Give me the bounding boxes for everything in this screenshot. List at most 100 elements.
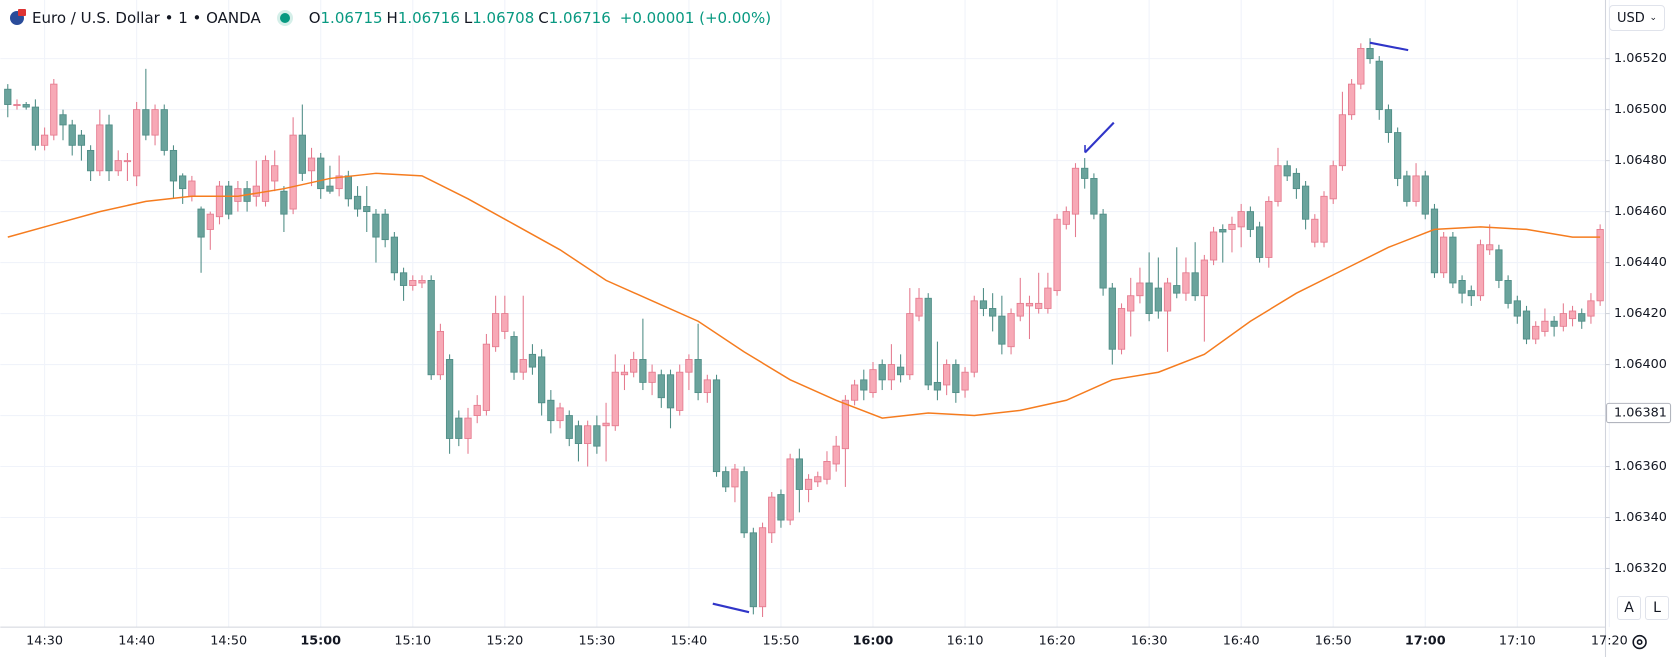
currency: USD: [1617, 10, 1645, 26]
candle-body: [298, 134, 306, 174]
candle-body: [455, 417, 463, 439]
x-tick-label: 15:20: [486, 634, 523, 649]
candle-body: [740, 471, 748, 534]
candle-body: [390, 236, 398, 274]
candle-body: [528, 353, 537, 368]
candle-body: [1366, 48, 1374, 60]
candle-body: [1596, 229, 1604, 302]
log-scale-button[interactable]: L: [1645, 596, 1669, 620]
candle-body: [123, 160, 132, 163]
candle-body: [565, 415, 573, 439]
candle-body: [998, 315, 1006, 345]
x-tick-label: 15:40: [670, 634, 707, 649]
candle-body: [878, 364, 886, 381]
candle-body: [943, 364, 951, 386]
candle-body: [1311, 218, 1319, 243]
market-status[interactable]: [279, 13, 290, 23]
candle-body: [418, 280, 426, 284]
candle-body: [436, 330, 445, 376]
candle-body: [1375, 60, 1383, 111]
candle-body: [1265, 200, 1273, 258]
candle-body: [1117, 308, 1126, 350]
candle-body: [814, 476, 822, 483]
x-tick-label: 16:20: [1039, 634, 1076, 649]
candle-body: [630, 359, 638, 373]
candle-body: [758, 527, 767, 608]
candle-body: [915, 297, 923, 317]
candle-body: [13, 104, 21, 107]
candle-body: [703, 379, 711, 394]
candle-body: [795, 458, 803, 490]
settings-icon[interactable]: [1632, 634, 1647, 650]
candle-body: [602, 422, 610, 427]
candle-body: [1136, 282, 1144, 297]
candle-body: [215, 185, 224, 218]
candle-body: [1384, 109, 1393, 133]
candle-body: [1522, 310, 1531, 340]
candle-body: [491, 313, 500, 348]
trend-drawing: [1369, 41, 1409, 52]
candle-body: [906, 313, 914, 376]
x-tick-label: 17:00: [1405, 634, 1446, 649]
x-tick-label: 16:00: [853, 634, 894, 649]
candle-body: [924, 297, 932, 386]
candle-body: [1209, 231, 1218, 261]
ohlc-value: 1.06715: [320, 9, 383, 27]
auto-scale-button[interactable]: A: [1617, 596, 1641, 620]
candle-body: [399, 272, 408, 286]
candle-body: [1458, 280, 1466, 294]
candle-body: [114, 160, 122, 172]
symbol-name[interactable]: Euro / U.S. Dollar • 1 • OANDA: [32, 9, 261, 27]
candle-body: [611, 371, 619, 427]
candle-body: [77, 134, 86, 146]
ohlc-value: 1.06708: [472, 9, 535, 27]
candle-body: [804, 478, 813, 490]
candle-body: [96, 124, 104, 172]
candle-body: [234, 188, 242, 202]
y-tick-label: 1.06460: [1614, 204, 1667, 219]
candle-body: [1274, 165, 1282, 202]
grid: [0, 0, 1610, 628]
candle-body: [1044, 287, 1052, 309]
candle-body: [584, 425, 592, 445]
candle-body: [832, 445, 840, 465]
candle-body: [1587, 300, 1595, 317]
x-tick-label: 15:10: [394, 634, 431, 649]
candle-body: [363, 206, 371, 213]
candle-body: [1495, 249, 1503, 281]
candle-body: [620, 371, 629, 376]
candle-body: [1246, 211, 1255, 230]
ohlc-key: H: [386, 9, 398, 27]
candle-body: [1081, 167, 1089, 179]
x-tick-label: 15:00: [300, 634, 341, 649]
candle-body: [1127, 295, 1135, 312]
candle-body: [427, 280, 435, 376]
y-tick-label: 1.06440: [1614, 255, 1667, 270]
legend-header: Euro / U.S. Dollar • 1 • OANDA O 1.06715 H…: [0, 0, 771, 36]
price-label-box: [1606, 402, 1672, 424]
candle-body: [685, 359, 693, 373]
candle-body: [777, 494, 785, 521]
candle-body: [1108, 287, 1116, 350]
candle-body: [676, 371, 684, 411]
candle-body: [1476, 244, 1485, 297]
ohlc-key: O: [308, 9, 321, 27]
candle-body: [519, 359, 527, 373]
ohlc-key: C: [538, 9, 549, 27]
candle-body: [1403, 175, 1411, 202]
candle-body: [712, 379, 721, 473]
x-tick-label: 16:10: [947, 634, 984, 649]
candle-body: [722, 471, 730, 488]
candle-body: [335, 175, 343, 190]
x-tick-label: 14:40: [118, 634, 155, 649]
x-tick-label: 15:50: [763, 634, 800, 649]
candle-body: [1440, 236, 1448, 274]
x-tick-label: 17:10: [1499, 634, 1536, 649]
candle-body: [1421, 175, 1429, 215]
candle-body: [970, 300, 978, 373]
candle-body: [1486, 244, 1494, 251]
candle-body: [1550, 320, 1558, 327]
currency-selector[interactable]: USD ⌄: [1609, 5, 1665, 31]
candle-body: [353, 195, 362, 210]
candle-body: [22, 104, 30, 108]
